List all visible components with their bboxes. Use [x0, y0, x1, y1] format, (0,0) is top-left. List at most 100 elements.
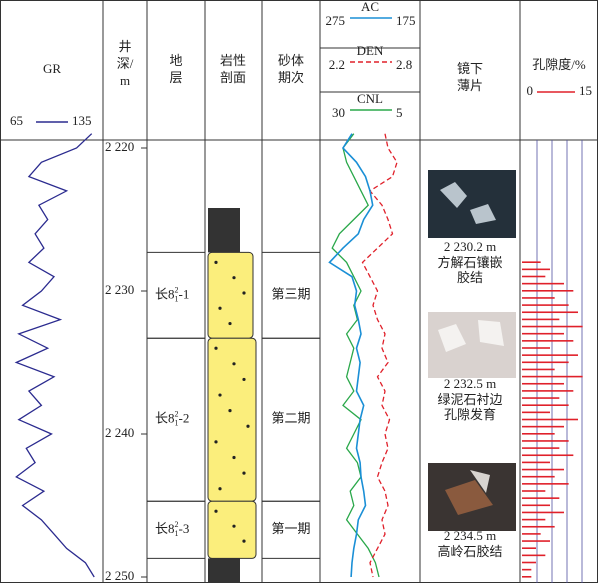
- log-max: 2.8: [396, 57, 412, 72]
- porosity-bar: [522, 476, 555, 478]
- porosity-bar: [522, 304, 569, 306]
- sand-dot: [232, 276, 235, 279]
- sand-dot: [214, 510, 217, 513]
- header-gr: GR: [43, 61, 61, 76]
- porosity-bar: [522, 297, 555, 299]
- log-min: 30: [332, 105, 345, 120]
- porosity-bar: [522, 283, 564, 285]
- porosity-bar: [522, 426, 564, 428]
- porosity-bar: [522, 512, 564, 514]
- sand-dot: [242, 378, 245, 381]
- porosity-bar: [522, 376, 583, 378]
- porosity-bar: [522, 261, 541, 263]
- porosity-bar: [522, 483, 569, 485]
- log-curve: [363, 134, 398, 577]
- sand-body: [208, 338, 256, 501]
- header-porosity: 孔隙度/%: [532, 57, 586, 72]
- gr-max: 135: [72, 113, 92, 128]
- porosity-bar: [522, 397, 559, 399]
- log-min: 2.2: [329, 57, 345, 72]
- sand-dot: [232, 362, 235, 365]
- porosity-bar: [522, 369, 555, 371]
- layer-label: 长812-1: [155, 286, 189, 304]
- porosity-bar: [522, 540, 550, 542]
- depth-label: 2 240: [105, 425, 134, 440]
- layer-label: 长812-3: [155, 520, 189, 538]
- porosity-bar: [522, 447, 559, 449]
- porosity-bar: [522, 562, 536, 564]
- header-strata: 地: [169, 53, 182, 68]
- porosity-bar: [522, 547, 536, 549]
- sand-dot: [218, 393, 221, 396]
- thin-section-depth: 2 232.5 m: [444, 376, 496, 391]
- thin-section-caption: 高岭石胶结: [437, 544, 502, 559]
- porosity-bar: [522, 347, 550, 349]
- sand-dot: [228, 409, 231, 412]
- sand-dot: [242, 472, 245, 475]
- header-depth: m: [120, 73, 130, 88]
- log-name: DEN: [357, 43, 384, 58]
- porosity-bar: [522, 454, 573, 456]
- depth-label: 2 220: [105, 139, 134, 154]
- porosity-bar: [522, 533, 541, 535]
- header-depth: 深/: [117, 56, 134, 71]
- layer-label: 长812-2: [155, 410, 189, 428]
- porosity-bar: [522, 569, 531, 571]
- porosity-bar: [522, 383, 564, 385]
- porosity-bar: [522, 326, 583, 328]
- log-min: 275: [326, 13, 346, 28]
- thin-section-caption: 孔隙发育: [444, 407, 496, 422]
- sand-dot: [214, 347, 217, 350]
- sand-dot: [218, 487, 221, 490]
- depth-label: 2 250: [105, 568, 134, 583]
- shale: [208, 558, 240, 583]
- porosity-bar: [522, 269, 550, 271]
- gr-min: 65: [10, 113, 23, 128]
- log-max: 175: [396, 13, 416, 28]
- porosity-max: 15: [579, 83, 592, 98]
- thin-section-caption: 方解石镶嵌: [437, 255, 502, 270]
- porosity-bar: [522, 340, 573, 342]
- shale: [208, 208, 240, 252]
- sand-dot: [242, 291, 245, 294]
- layer-label-part: 长8: [155, 521, 175, 536]
- sand-dot: [228, 322, 231, 325]
- porosity-bar: [522, 404, 569, 406]
- layer-label-part: -1: [179, 286, 190, 301]
- porosity-bar: [522, 505, 550, 507]
- sand-dot: [232, 525, 235, 528]
- period-label: 第一期: [271, 521, 310, 536]
- porosity-bar: [522, 440, 569, 442]
- sand-dot: [232, 456, 235, 459]
- log-name: CNL: [357, 91, 383, 106]
- porosity-bar: [522, 276, 545, 278]
- porosity-bar: [522, 462, 550, 464]
- thin-section-depth: 2 230.2 m: [444, 239, 496, 254]
- porosity-bar: [522, 490, 545, 492]
- sand-dot: [214, 440, 217, 443]
- sand-body: [208, 252, 253, 338]
- well-log: GR井深/m地层岩性剖面砂体期次镜下薄片孔隙度/%65135AC275175DE…: [0, 0, 598, 583]
- log-curve: [16, 134, 94, 577]
- porosity-bar: [522, 290, 573, 292]
- header-lithology: 剖面: [220, 70, 246, 85]
- period-label: 第二期: [271, 411, 310, 426]
- porosity-bar: [522, 576, 531, 578]
- thin-section-depth: 2 234.5 m: [444, 528, 496, 543]
- porosity-bar: [522, 519, 545, 521]
- header-lithology: 岩性: [220, 53, 246, 68]
- depth-label: 2 230: [105, 282, 134, 297]
- porosity-bar: [522, 419, 578, 421]
- sand-dot: [218, 307, 221, 310]
- header-period: 期次: [278, 70, 304, 85]
- header-depth: 井: [118, 39, 131, 54]
- porosity-bar: [522, 390, 573, 392]
- layer-label-part: -3: [179, 521, 190, 536]
- porosity-bar: [522, 412, 550, 414]
- porosity-bar: [522, 354, 578, 356]
- porosity-bar: [522, 319, 559, 321]
- porosity-bar: [522, 333, 564, 335]
- thin-section-caption: 胶结: [457, 270, 483, 285]
- header-period: 砂体: [278, 53, 304, 68]
- porosity-bar: [522, 362, 569, 364]
